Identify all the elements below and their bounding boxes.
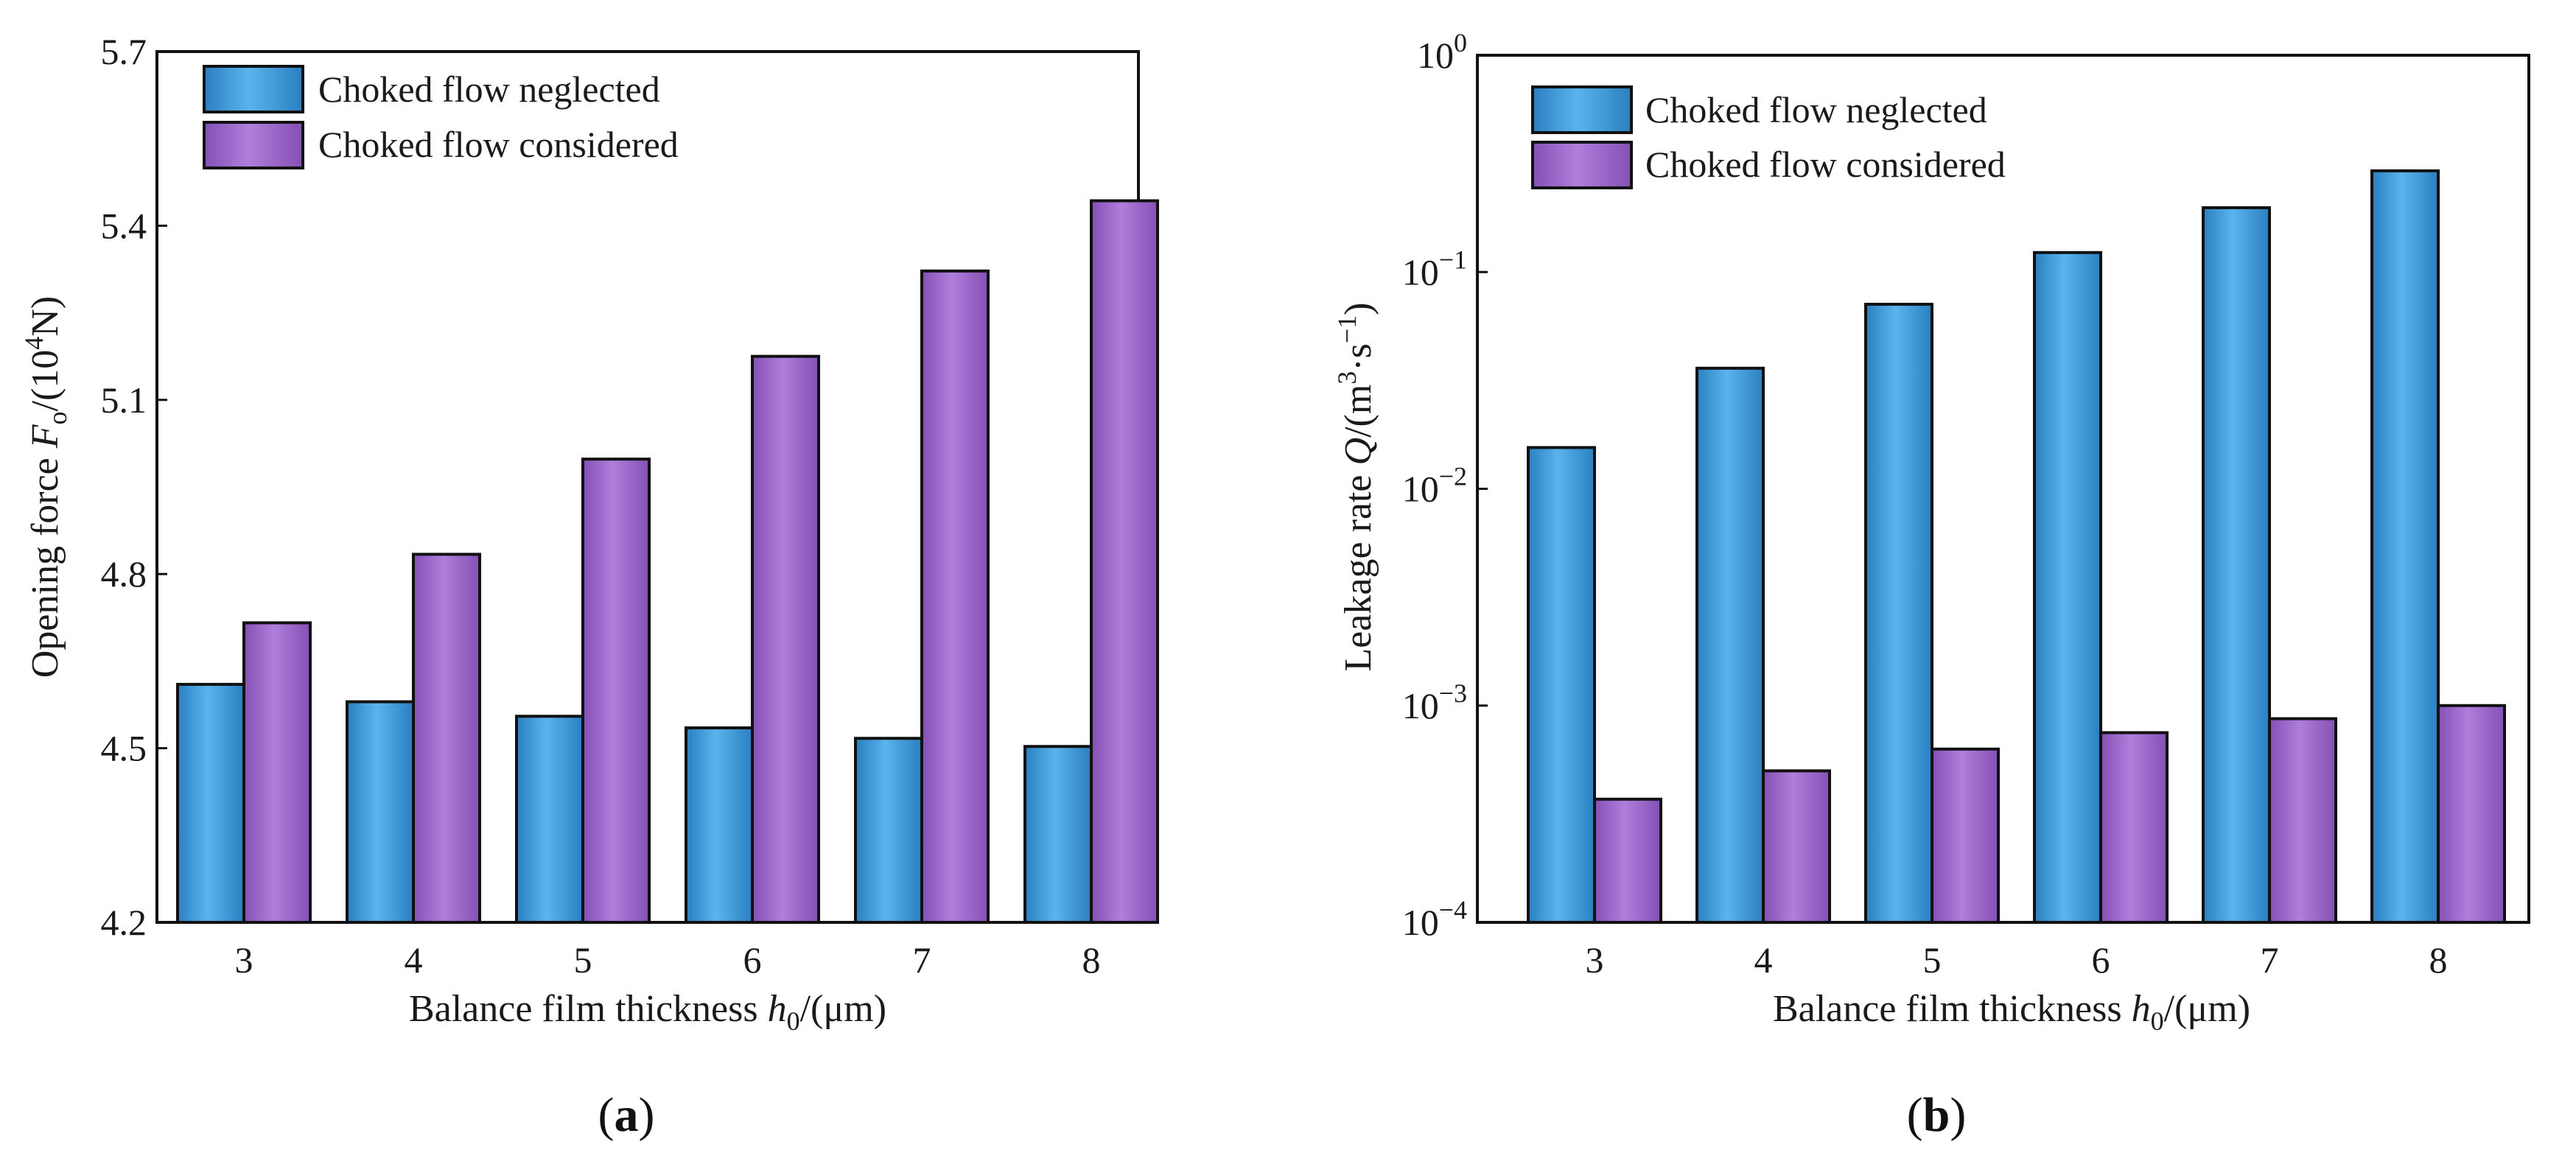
chart-a-bar-neglected-6 bbox=[685, 726, 754, 925]
chart-b-bar-neglected-3 bbox=[1527, 446, 1596, 924]
chart-a-ytick-label: 4.5 bbox=[101, 728, 147, 769]
chart-a-ytick-label: 5.1 bbox=[101, 379, 147, 421]
legend-a-label-neglected: Choked flow neglected bbox=[318, 69, 660, 110]
chart-a-ytick-label: 5.7 bbox=[101, 31, 147, 72]
chart-a-bar-neglected-7 bbox=[854, 737, 923, 924]
chart-b-ticks: 10−4 10−3 10−2 10−1 100 3 4 5 6 7 8 bbox=[1402, 28, 2448, 981]
chart-a-xtick-label: 5 bbox=[574, 939, 592, 981]
legend-b-label-neglected: Choked flow neglected bbox=[1645, 89, 1987, 130]
legend-b-label-considered: Choked flow considered bbox=[1645, 144, 2006, 185]
chart-a-panel-label: (a) bbox=[598, 1088, 655, 1142]
chart-a-xtick-label: 8 bbox=[1082, 939, 1101, 981]
chart-b-xtick-label: 5 bbox=[1923, 939, 1942, 981]
chart-a-ticks: 4.2 4.5 4.8 5.1 5.4 5.7 3 4 5 6 7 8 bbox=[101, 31, 1101, 981]
chart-b-bar-considered-6 bbox=[2099, 731, 2169, 925]
chart-b-bar-considered-4 bbox=[1762, 769, 1831, 925]
chart-a-xtick-label: 6 bbox=[743, 939, 762, 981]
legend-a-label-considered: Choked flow considered bbox=[318, 124, 679, 165]
chart-a-bar-considered-4 bbox=[412, 553, 481, 925]
chart-a-xtick-label: 7 bbox=[913, 939, 931, 981]
chart-a-bar-considered-6 bbox=[751, 354, 820, 924]
chart-a-ytick-label: 4.2 bbox=[101, 902, 147, 943]
chart-b-xtick-label: 8 bbox=[2429, 939, 2448, 981]
chart-b-ytick-label: 100 bbox=[1417, 28, 1467, 76]
chart-b-xtick-label: 7 bbox=[2261, 939, 2279, 981]
chart-a-bar-neglected-3 bbox=[176, 682, 245, 924]
chart-a-legend: Choked flow neglected Choked flow consid… bbox=[203, 65, 679, 169]
chart-b-legend: Choked flow neglected Choked flow consid… bbox=[1531, 85, 2006, 189]
chart-b-bar-neglected-7 bbox=[2202, 206, 2271, 925]
chart-b-ytick-label: 10−4 bbox=[1402, 895, 1467, 943]
legend-b-swatch-neglected bbox=[1531, 85, 1633, 134]
chart-a-ytick-label: 5.4 bbox=[101, 205, 147, 246]
chart-b-xlabel: Balance film thickness h0/(μm) bbox=[1773, 988, 2250, 1036]
chart-b-bars bbox=[1527, 169, 2506, 925]
chart-b-xtick-label: 6 bbox=[2092, 939, 2110, 981]
chart-a-bar-neglected-5 bbox=[515, 715, 584, 924]
chart-a-bars bbox=[176, 199, 1159, 925]
chart-a-bar-neglected-8 bbox=[1023, 745, 1093, 925]
chart-b-bar-neglected-5 bbox=[1864, 303, 1933, 925]
chart-a-bar-considered-5 bbox=[581, 457, 651, 924]
chart-b-ytick-label: 10−3 bbox=[1402, 679, 1467, 726]
chart-b-bar-considered-8 bbox=[2437, 704, 2506, 924]
legend-a-swatch-neglected bbox=[203, 65, 304, 113]
chart-b: 10−4 10−3 10−2 10−1 100 3 4 5 6 7 8 Choked flow ne… bbox=[1332, 28, 2530, 1142]
chart-a-ylabel: Opening force Fo/(104N) bbox=[19, 296, 72, 678]
chart-b-bar-considered-3 bbox=[1593, 797, 1662, 924]
chart-a-bar-considered-8 bbox=[1090, 199, 1159, 924]
chart-b-ytick-label: 10−2 bbox=[1402, 462, 1467, 510]
chart-b-bar-neglected-6 bbox=[2033, 250, 2102, 924]
chart-a-xtick-label: 3 bbox=[235, 939, 253, 981]
chart-b-panel-label: (b) bbox=[1907, 1088, 1967, 1142]
chart-b-bar-considered-5 bbox=[1931, 747, 2000, 925]
chart-a-ytick-label: 4.8 bbox=[101, 553, 147, 595]
chart-a-xtick-label: 4 bbox=[405, 939, 423, 981]
chart-b-bar-neglected-4 bbox=[1695, 366, 1765, 924]
chart-a-bar-considered-7 bbox=[920, 269, 990, 924]
legend-a-swatch-considered bbox=[203, 121, 304, 169]
chart-b-bar-considered-7 bbox=[2268, 717, 2337, 924]
chart-b-bar-neglected-8 bbox=[2370, 169, 2440, 924]
chart-a-xlabel: Balance film thickness h0/(μm) bbox=[409, 988, 886, 1036]
chart-a-bar-neglected-4 bbox=[346, 700, 415, 924]
chart-a: 4.2 4.5 4.8 5.1 5.4 5.7 3 4 5 6 7 8 Choked flow neg… bbox=[19, 31, 1159, 1142]
legend-b-swatch-considered bbox=[1531, 141, 1633, 189]
chart-a-bar-considered-3 bbox=[242, 621, 312, 925]
chart-b-xtick-label: 3 bbox=[1586, 939, 1604, 981]
chart-b-ylabel: Leakage rate Q/(m3·s−1) bbox=[1332, 303, 1379, 672]
chart-b-xtick-label: 4 bbox=[1754, 939, 1773, 981]
chart-b-ytick-label: 10−1 bbox=[1402, 245, 1467, 292]
